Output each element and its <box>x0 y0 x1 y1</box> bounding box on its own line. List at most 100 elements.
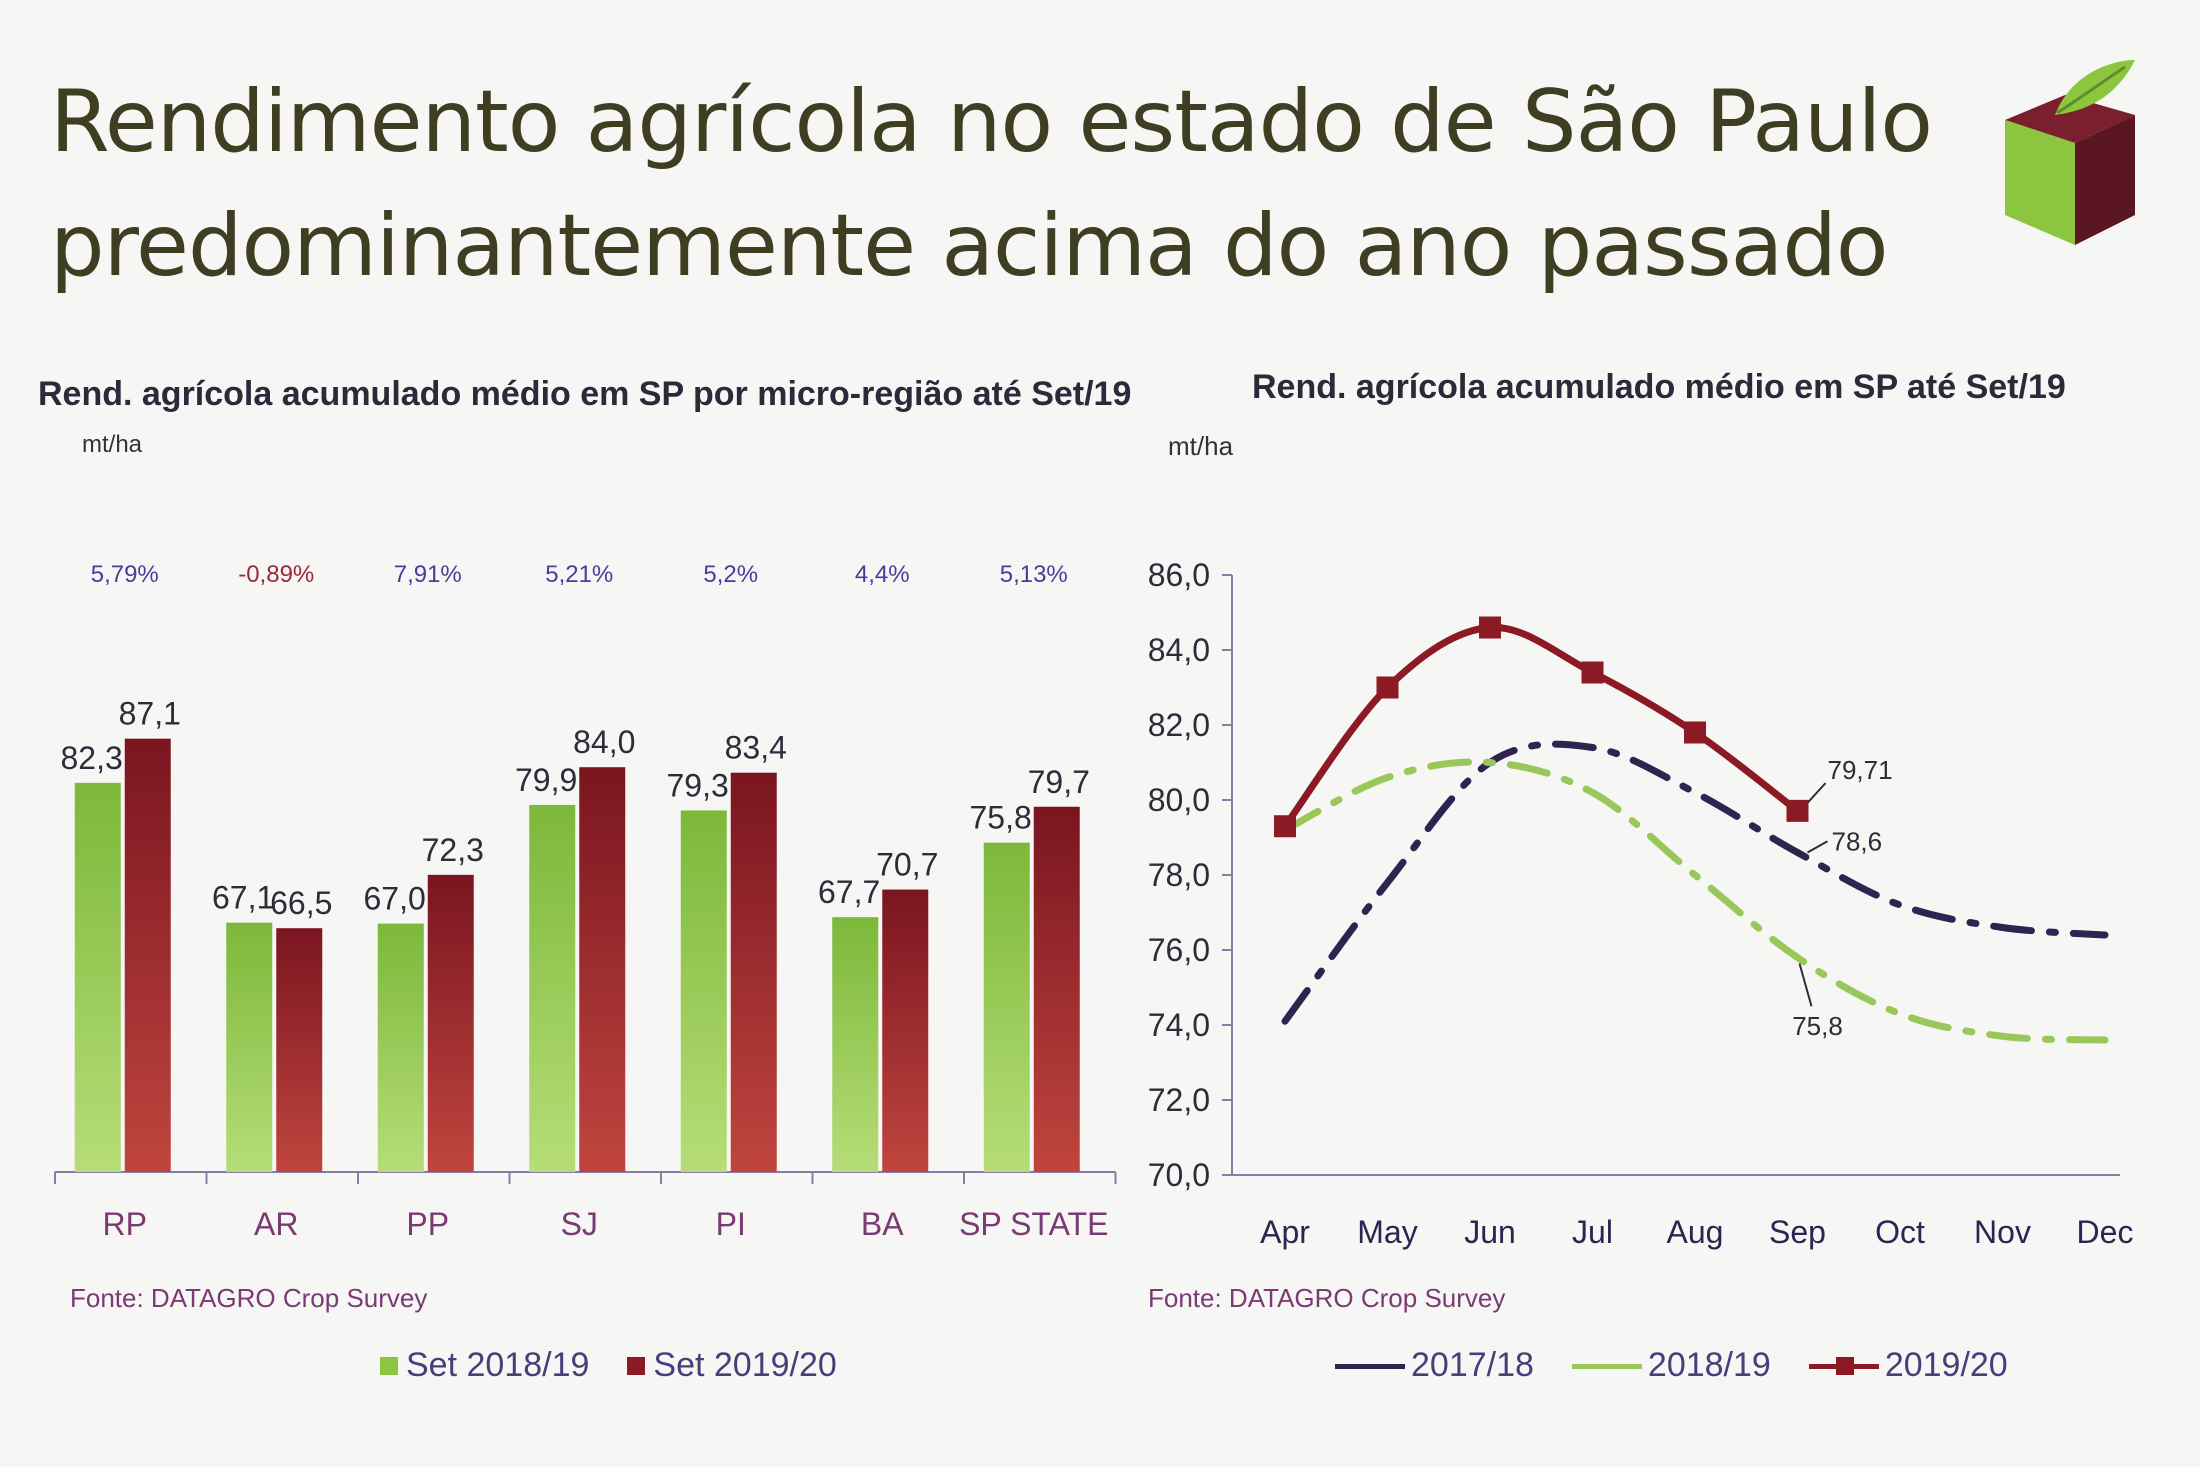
bar-value-label: 67,7 <box>818 874 880 910</box>
line-x-tick-label: Nov <box>1974 1214 2031 1250</box>
bar-pi-2018-19 <box>680 810 727 1172</box>
bar-change-label: 5,2% <box>703 561 758 588</box>
bar-value-label: 84,0 <box>573 724 635 760</box>
legend-swatch-green <box>380 1356 398 1375</box>
legend-line-green <box>1571 1355 1642 1377</box>
legend-line-maroon <box>1808 1355 1879 1377</box>
right-chart-subtitle: Rend. agrícola acumulado médio em SP até… <box>1252 368 2066 406</box>
bar-pp-2018-19 <box>377 923 424 1172</box>
line-x-tick-label: Apr <box>1260 1214 1310 1250</box>
series-2019-20-marker <box>1376 676 1399 699</box>
bar-sj-2019-20 <box>579 767 626 1172</box>
series-2019-20-marker <box>1479 616 1501 639</box>
bar-category-label: SJ <box>561 1206 598 1240</box>
bar-category-label: AR <box>254 1206 298 1240</box>
line-y-tick-label: 70,0 <box>1148 1157 1210 1193</box>
bar-value-label: 79,3 <box>666 767 728 803</box>
bar-ar-2018-19 <box>226 922 273 1172</box>
legend-label: 2018/19 <box>1647 1346 1771 1384</box>
datagro-logo-icon <box>2005 60 2135 245</box>
bar-category-label: SP STATE <box>959 1206 1108 1240</box>
line-y-tick-label: 86,0 <box>1148 557 1210 593</box>
line-x-tick-label: Dec <box>2077 1214 2134 1250</box>
line-x-tick-label: Sep <box>1769 1214 1826 1250</box>
bar-category-label: PI <box>716 1206 746 1240</box>
series-2019-20-marker <box>1786 799 1809 822</box>
bar-value-label: 83,4 <box>725 730 787 766</box>
bar-category-label: PP <box>406 1206 449 1240</box>
bar-value-label: 87,1 <box>119 696 181 732</box>
line-y-tick-label: 76,0 <box>1148 932 1210 968</box>
legend-item-2019-20-line: 2019/20 <box>1808 1346 2008 1385</box>
line-x-tick-label: Jul <box>1572 1214 1613 1250</box>
legend-label: Set 2019/20 <box>653 1346 837 1384</box>
bar-value-label: 79,7 <box>1028 764 1090 800</box>
bar-value-label: 75,8 <box>969 800 1031 836</box>
bar-change-label: -0,89% <box>238 561 314 588</box>
bar-sj-2018-19 <box>529 804 576 1172</box>
bar-ba-2018-19 <box>832 917 879 1172</box>
title-line-2: predominantemente acima do ano passado <box>50 196 1889 296</box>
line-x-tick-label: May <box>1357 1214 1417 1250</box>
bar-change-label: 5,21% <box>545 561 613 588</box>
bar-change-label: 5,79% <box>91 561 159 588</box>
bar-change-label: 4,4% <box>855 561 910 588</box>
bar-value-label: 67,1 <box>212 880 274 916</box>
bar-category-label: RP <box>103 1206 147 1240</box>
bar-ar-2019-20 <box>276 928 323 1172</box>
series-2019-20-marker <box>1274 815 1296 838</box>
annotation-label-2019-20-sep: 79,71 <box>1828 755 1893 785</box>
series-2019-20-marker <box>1684 721 1706 744</box>
bar-ba-2019-20 <box>882 889 929 1172</box>
bar-value-label: 67,0 <box>363 881 425 917</box>
line-y-tick-label: 74,0 <box>1148 1007 1210 1043</box>
left-source-note: Fonte: DATAGRO Crop Survey <box>70 1283 428 1313</box>
bar-pi-2019-20 <box>730 772 777 1172</box>
bar-rp-2018-19 <box>74 782 121 1172</box>
legend-item-2019-20: Set 2019/20 <box>627 1346 837 1385</box>
series-2018-19-line <box>1281 758 2109 1044</box>
title-line-1: Rendimento agrícola no estado de São Pau… <box>50 72 1933 172</box>
legend-swatch-maroon <box>627 1356 646 1375</box>
line-x-tick-label: Jun <box>1464 1214 1516 1250</box>
bar-value-label: 72,3 <box>422 832 484 868</box>
annotation-label-2017-18-sep: 78,6 <box>1832 826 1883 856</box>
legend-item-2017-18: 2017/18 <box>1335 1346 1534 1385</box>
bar-legend: Set 2018/19 Set 2019/20 <box>380 1346 875 1385</box>
legend-item-2018-19: Set 2018/19 <box>380 1346 589 1385</box>
bar-sp-state-2018-19 <box>983 842 1030 1172</box>
bar-value-label: 66,5 <box>270 885 332 921</box>
line-y-tick-label: 78,0 <box>1148 857 1210 893</box>
line-y-tick-label: 80,0 <box>1148 782 1210 818</box>
bar-category-label: BA <box>861 1206 904 1240</box>
series-2017-18-line <box>1281 740 2109 1025</box>
bar-change-label: 5,13% <box>1000 561 1068 588</box>
right-unit-label: mt/ha <box>1168 431 1234 461</box>
bar-change-label: 7,91% <box>394 561 462 588</box>
legend-label: Set 2018/19 <box>406 1346 590 1384</box>
line-x-tick-label: Aug <box>1667 1214 1724 1250</box>
bar-value-label: 82,3 <box>60 740 122 776</box>
bar-value-label: 79,9 <box>515 762 577 798</box>
annotation-leader <box>1806 782 1827 804</box>
slide-title: Rendimento agrícola no estado de São Pau… <box>50 60 1933 308</box>
legend-line-navy <box>1335 1355 1405 1377</box>
annotation-label-2018-19-sep: 75,8 <box>1792 1011 1843 1041</box>
line-y-tick-label: 84,0 <box>1148 632 1210 668</box>
line-y-tick-label: 82,0 <box>1148 707 1210 743</box>
bar-sp-state-2019-20 <box>1033 806 1080 1172</box>
bar-value-label: 70,7 <box>876 847 938 883</box>
line-y-tick-label: 72,0 <box>1148 1082 1210 1118</box>
bar-rp-2019-20 <box>124 738 171 1172</box>
left-unit-label: mt/ha <box>82 431 143 458</box>
bar-pp-2019-20 <box>427 874 474 1172</box>
series-2019-20-marker <box>1581 661 1604 684</box>
right-source-note: Fonte: DATAGRO Crop Survey <box>1148 1283 1506 1313</box>
annotation-leader <box>1798 963 1813 1007</box>
line-legend: 2017/18 2018/19 2019/20 <box>1335 1346 2046 1385</box>
left-chart-subtitle: Rend. agrícola acumulado médio em SP por… <box>38 375 1132 413</box>
legend-item-2018-19-line: 2018/19 <box>1571 1346 1771 1385</box>
bar-chart: mt/ha 82,3 87,1 5,79% RP 67,166,5 -0,89% AR 67,0… <box>54 431 1117 1240</box>
legend-label: 2017/18 <box>1411 1346 1534 1384</box>
series-2019-20-line <box>1281 623 1801 830</box>
